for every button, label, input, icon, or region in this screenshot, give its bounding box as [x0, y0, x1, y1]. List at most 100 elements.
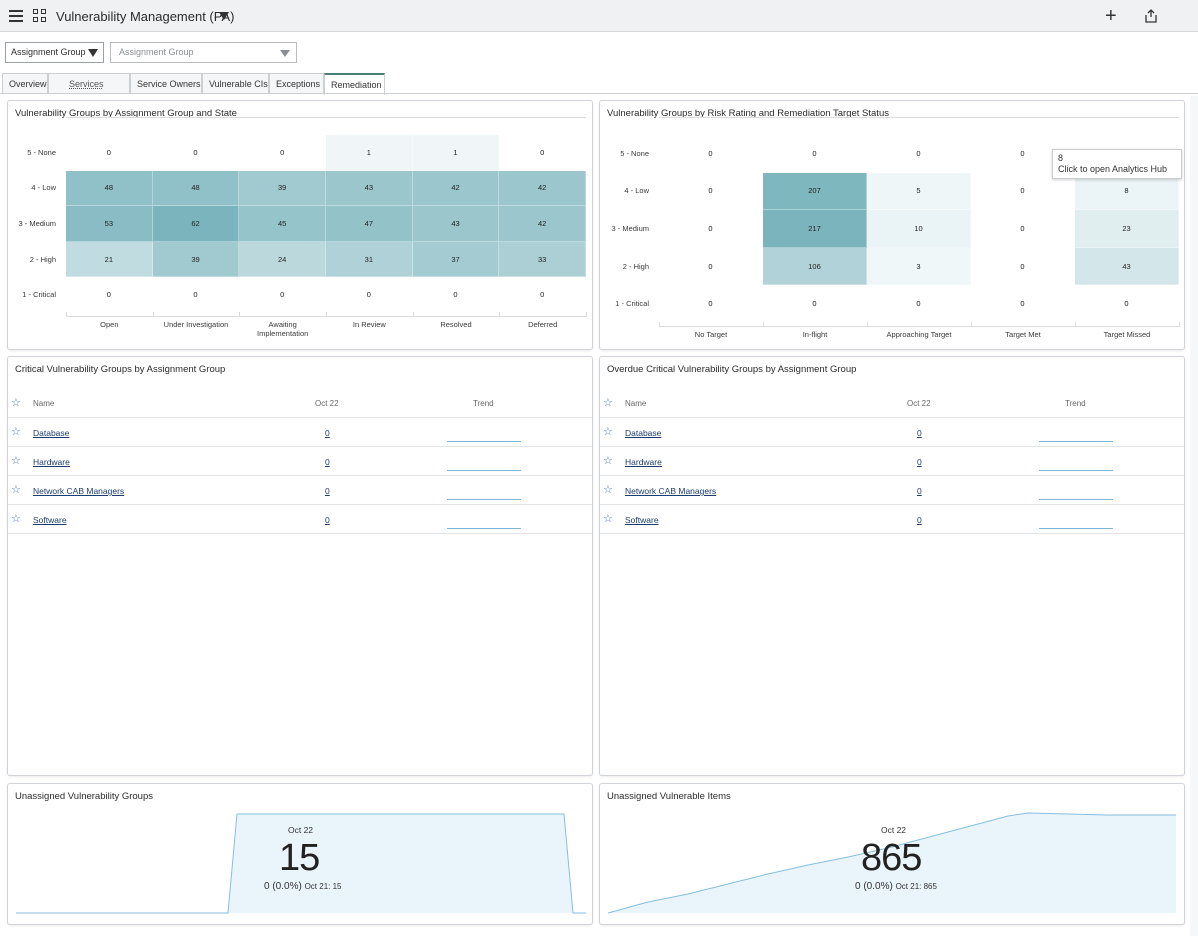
heatmap-cell[interactable]: 0: [499, 135, 586, 171]
heatmap-cell[interactable]: 0: [659, 135, 763, 173]
heatmap-cell[interactable]: 1: [412, 135, 500, 171]
heatmap-cell[interactable]: 53: [66, 206, 153, 242]
star-icon[interactable]: ☆: [603, 484, 613, 496]
heatmap-cell[interactable]: 0: [326, 277, 413, 313]
heatmap-cell[interactable]: 62: [152, 206, 240, 242]
score-change: 0 (0.0%) Oct 21: 15: [264, 881, 342, 892]
heatmap-cell[interactable]: 0: [239, 135, 326, 171]
heatmap-cell[interactable]: 0: [763, 135, 867, 173]
heatmap-cell[interactable]: 43: [1075, 247, 1179, 286]
row-name-link[interactable]: Network CAB Managers: [625, 486, 717, 496]
dashboard-dropdown-icon[interactable]: [219, 12, 229, 20]
heatmap-cell[interactable]: 1: [326, 135, 413, 171]
tab-exceptions[interactable]: Exceptions: [269, 73, 324, 94]
heatmap-cell[interactable]: 0: [66, 277, 153, 313]
heatmap-cell[interactable]: 45: [239, 206, 326, 242]
row-name-link[interactable]: Hardware: [33, 457, 70, 467]
heatmap-axis-tick: [763, 322, 764, 327]
heatmap-cell[interactable]: 217: [763, 210, 867, 248]
row-value-link[interactable]: 0: [917, 515, 922, 525]
heatmap-cell[interactable]: 33: [499, 241, 586, 278]
row-value-link[interactable]: 0: [325, 486, 330, 496]
heatmap-cell[interactable]: 48: [66, 170, 153, 207]
row-value-link[interactable]: 0: [917, 428, 922, 438]
heatmap-cell[interactable]: 0: [971, 172, 1075, 211]
heatmap-cell[interactable]: 43: [326, 170, 413, 207]
heatmap-cell[interactable]: 0: [152, 135, 240, 171]
heatmap-cell[interactable]: 31: [326, 241, 413, 278]
heatmap-cell[interactable]: 207: [763, 172, 867, 211]
heatmap-cell[interactable]: 0: [659, 247, 763, 286]
score-date: Oct 22: [881, 825, 907, 835]
heatmap-cell[interactable]: 0: [971, 285, 1075, 323]
heatmap-cell[interactable]: 0: [763, 285, 867, 323]
tab-vulnerable-cis[interactable]: Vulnerable CIs: [202, 73, 269, 94]
star-icon[interactable]: ☆: [603, 513, 613, 525]
heatmap-cell[interactable]: 42: [499, 170, 586, 207]
heatmap-cell[interactable]: 48: [152, 170, 240, 207]
panel-title: Overdue Critical Vulnerability Groups by…: [607, 364, 857, 375]
row-name-link[interactable]: Software: [33, 515, 67, 525]
heatmap-cell[interactable]: 0: [659, 285, 763, 323]
tab-overview[interactable]: Overview: [2, 73, 48, 94]
heatmap-cell[interactable]: 106: [763, 247, 867, 286]
filter-field-select[interactable]: Assignment Group: [5, 42, 104, 63]
heatmap-cell[interactable]: 3: [867, 247, 971, 286]
row-name-link[interactable]: Database: [625, 428, 662, 438]
star-icon[interactable]: ☆: [11, 484, 21, 496]
heatmap-cell[interactable]: 42: [412, 170, 500, 207]
heatmap-cell[interactable]: 23: [1075, 210, 1179, 248]
row-name-link[interactable]: Network CAB Managers: [33, 486, 125, 496]
unassigned-items-panel[interactable]: Unassigned Vulnerable Items Oct 22 865 0…: [599, 783, 1185, 925]
row-value-link[interactable]: 0: [325, 428, 330, 438]
heatmap-cell[interactable]: 43: [412, 206, 500, 242]
unassigned-items-sparkline: [608, 812, 1176, 914]
heatmap-cell[interactable]: 10: [867, 210, 971, 248]
unassigned-groups-panel[interactable]: Unassigned Vulnerability Groups Oct 22 1…: [7, 783, 593, 925]
heatmap-cell[interactable]: 0: [239, 277, 326, 313]
row-name-link[interactable]: Hardware: [625, 457, 662, 467]
heatmap-cell[interactable]: 0: [499, 277, 586, 313]
grid-icon[interactable]: [33, 9, 47, 23]
star-icon[interactable]: ☆: [603, 426, 613, 438]
heatmap-cell[interactable]: 0: [867, 285, 971, 323]
filter-value-select[interactable]: Assignment Group: [110, 42, 297, 63]
heatmap-cell[interactable]: 5: [867, 172, 971, 211]
heatmap-cell[interactable]: 24: [239, 241, 326, 278]
heatmap-cell[interactable]: 0: [412, 277, 500, 313]
heatmap-cell[interactable]: 0: [659, 210, 763, 248]
row-name-link[interactable]: Software: [625, 515, 659, 525]
heatmap-cell[interactable]: 0: [971, 247, 1075, 286]
row-value-link[interactable]: 0: [325, 515, 330, 525]
tab-service-owners[interactable]: Service Owners: [130, 73, 202, 94]
row-value-link[interactable]: 0: [325, 457, 330, 467]
heatmap-cell[interactable]: 39: [152, 241, 240, 278]
table-row: [600, 505, 1184, 534]
row-value-link[interactable]: 0: [917, 457, 922, 467]
hamburger-menu-icon[interactable]: [9, 10, 23, 22]
heatmap-cell[interactable]: 0: [152, 277, 240, 313]
star-icon[interactable]: ☆: [603, 397, 613, 409]
heatmap-cell[interactable]: 0: [66, 135, 153, 171]
heatmap-cell[interactable]: 47: [326, 206, 413, 242]
star-icon[interactable]: ☆: [11, 455, 21, 467]
heatmap-cell[interactable]: 0: [971, 210, 1075, 248]
heatmap-cell[interactable]: 37: [412, 241, 500, 278]
row-name-link[interactable]: Database: [33, 428, 70, 438]
heatmap-cell[interactable]: 42: [499, 206, 586, 242]
star-icon[interactable]: ☆: [11, 513, 21, 525]
heatmap-cell[interactable]: 0: [659, 172, 763, 211]
heatmap-cell[interactable]: 0: [867, 135, 971, 173]
row-value-link[interactable]: 0: [917, 486, 922, 496]
tab-services[interactable]: Services: [48, 73, 130, 94]
heatmap-cell[interactable]: 39: [239, 170, 326, 207]
tab-remediation[interactable]: Remediation: [324, 73, 385, 95]
star-icon[interactable]: ☆: [11, 426, 21, 438]
page-scrollbar[interactable]: [1190, 96, 1198, 936]
heatmap-cell[interactable]: 0: [1075, 285, 1179, 323]
plus-icon[interactable]: +: [1105, 5, 1117, 27]
star-icon[interactable]: ☆: [11, 397, 21, 409]
star-icon[interactable]: ☆: [603, 455, 613, 467]
share-icon[interactable]: [1145, 9, 1157, 23]
heatmap-cell[interactable]: 21: [66, 241, 153, 278]
